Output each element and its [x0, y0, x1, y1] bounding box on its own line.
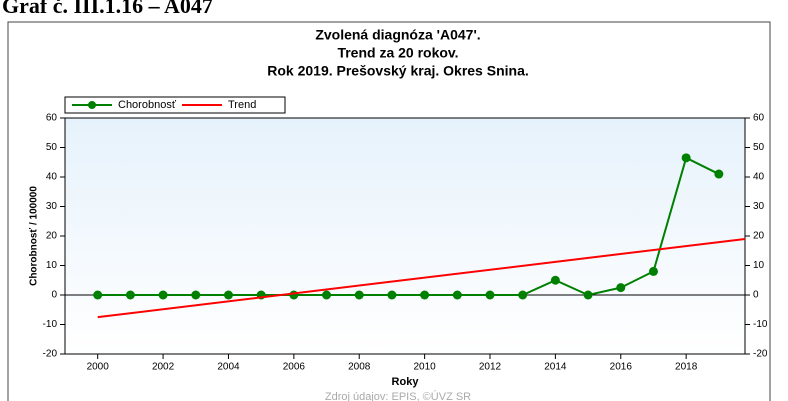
y-tick-label: 50: [46, 142, 58, 153]
y2-tick-label: 30: [753, 201, 765, 212]
y2-tick-label: 60: [753, 113, 765, 124]
x-tick-label: 2006: [283, 362, 306, 373]
marker: [420, 290, 430, 300]
x-tick-label: 2002: [152, 362, 175, 373]
marker: [616, 283, 626, 293]
marker: [125, 290, 135, 300]
marker: [714, 169, 724, 179]
y-tick-label: 0: [51, 290, 57, 301]
marker: [550, 275, 560, 285]
marker: [681, 153, 691, 163]
y-tick-label: -20: [43, 349, 58, 360]
marker: [518, 290, 528, 300]
title-line: Zvolená diagnóza 'A047'.: [315, 27, 480, 43]
marker: [158, 290, 168, 300]
y-tick-label: 20: [46, 231, 58, 242]
y2-tick-label: -20: [753, 349, 768, 360]
y-tick-label: 10: [46, 260, 58, 271]
y2-tick-label: 50: [753, 142, 765, 153]
x-tick-label: 2018: [675, 362, 698, 373]
legend: [64, 96, 286, 114]
marker: [648, 266, 658, 276]
x-tick-label: 2004: [217, 362, 240, 373]
y2-tick-label: 0: [753, 290, 759, 301]
marker: [452, 290, 462, 300]
marker: [354, 290, 364, 300]
x-tick-label: 2000: [87, 362, 110, 373]
marker: [289, 290, 299, 300]
marker: [485, 290, 495, 300]
marker: [322, 290, 332, 300]
y2-tick-label: -10: [753, 319, 768, 330]
title-line: Trend za 20 rokov.: [337, 45, 458, 61]
x-axis-label: Roky: [392, 376, 420, 388]
y-axis-label: Chorobnosť / 100000: [29, 186, 40, 286]
plot-area: [64, 117, 746, 355]
marker: [223, 290, 233, 300]
y2-tick-label: 40: [753, 172, 765, 183]
legend-label: Chorobnosť: [118, 99, 177, 111]
series-line: [97, 237, 746, 319]
marker: [583, 290, 593, 300]
legend-label: Trend: [228, 99, 256, 111]
source: Zdroj údajov: EPIS, ©ÚVZ SR: [325, 390, 471, 401]
y-tick-label: 60: [46, 113, 58, 124]
y2-tick-label: 20: [753, 231, 765, 242]
x-tick-label: 2008: [348, 362, 371, 373]
marker: [191, 290, 201, 300]
series-line: [97, 156, 720, 297]
x-tick-label: 2016: [610, 362, 633, 373]
y2-tick-label: 10: [753, 260, 765, 271]
marker: [93, 290, 103, 300]
y-tick-label: 30: [46, 201, 58, 212]
x-tick-label: 2010: [413, 362, 436, 373]
x-tick-label: 2012: [479, 362, 502, 373]
title-line: Rok 2019. Prešovský kraj. Okres Snina.: [267, 63, 529, 79]
marker: [387, 290, 397, 300]
header: Graf č. III.1.16 – A047: [2, 0, 213, 18]
y-tick-label: 40: [46, 172, 58, 183]
legend-marker: [88, 101, 96, 109]
x-tick-label: 2014: [544, 362, 567, 373]
y-tick-label: -10: [43, 319, 58, 330]
